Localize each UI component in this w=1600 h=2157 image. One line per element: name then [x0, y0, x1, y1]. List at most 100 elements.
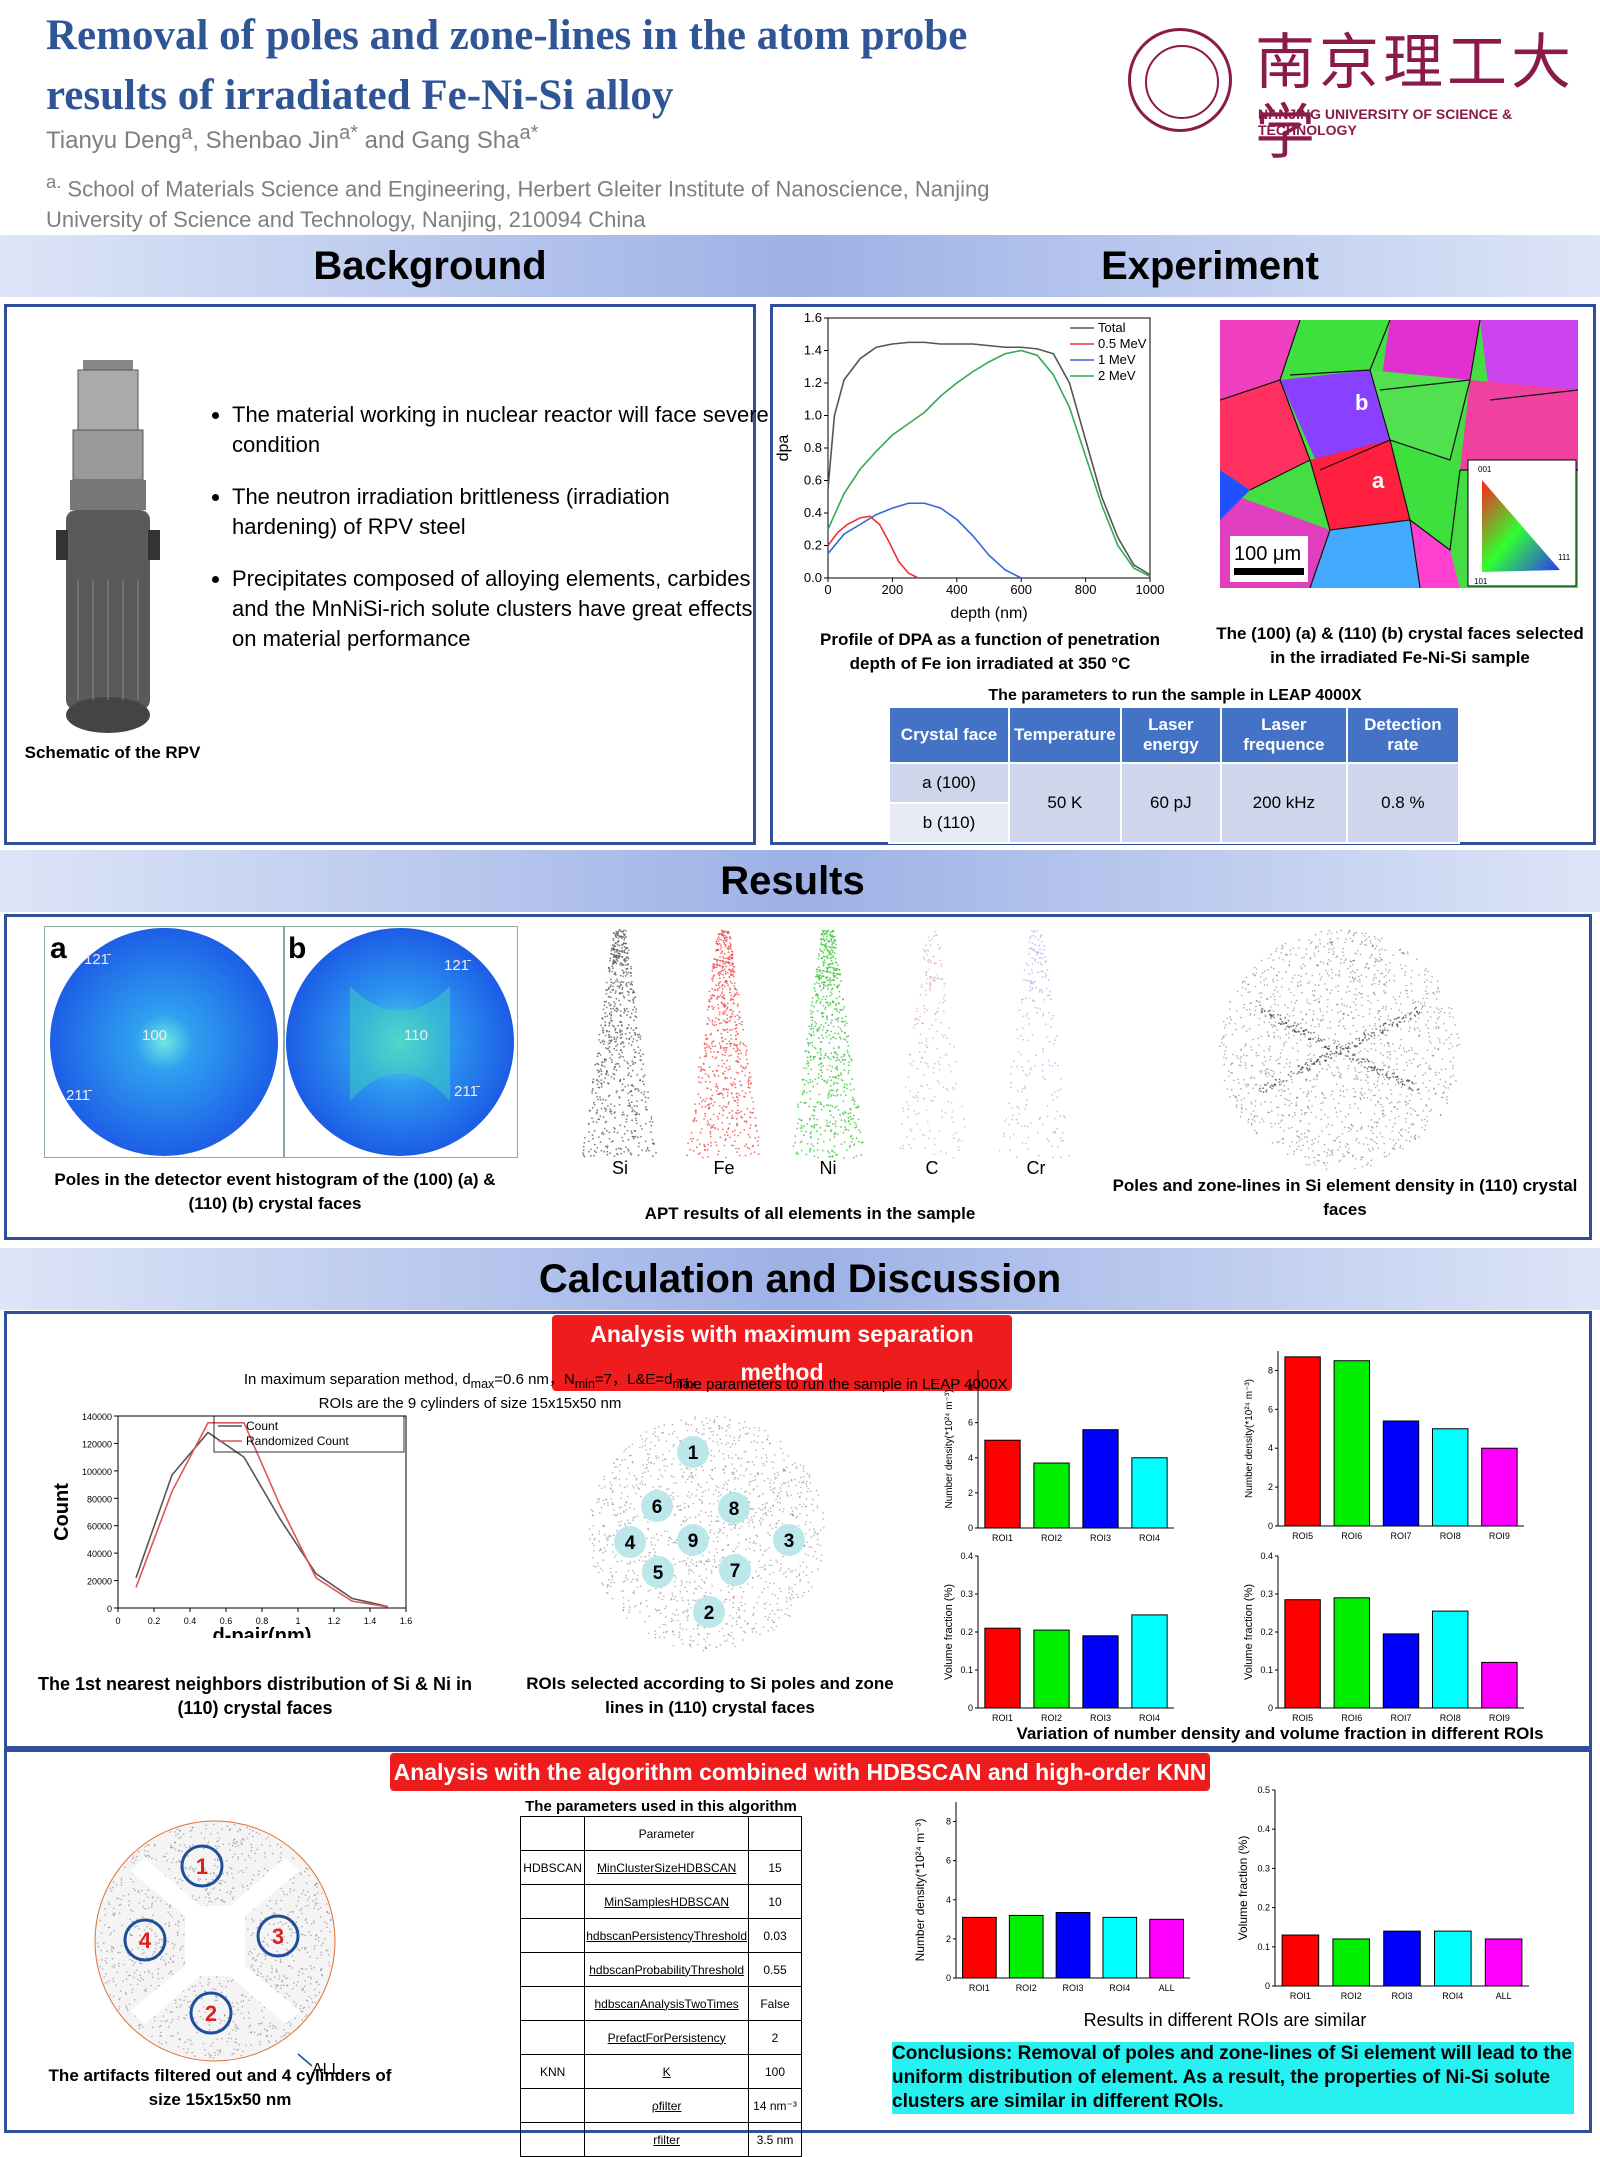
si-point [1350, 981, 1352, 983]
si-point [1414, 1008, 1416, 1010]
si-point [1335, 974, 1337, 976]
roi-point [648, 1457, 650, 1459]
apt-point [715, 1017, 717, 1019]
roi-point [645, 1484, 647, 1486]
si-point [1402, 1084, 1404, 1086]
roi-point [727, 1425, 729, 1427]
apt-point [827, 964, 829, 966]
apt-point [628, 1043, 630, 1045]
si-point [1382, 1008, 1384, 1010]
si-point [1285, 1041, 1287, 1043]
si-point [1312, 1020, 1314, 1022]
si-point [1387, 1051, 1389, 1053]
si-point [1405, 1017, 1407, 1019]
apt-point [1042, 1076, 1044, 1078]
apt-point [601, 1086, 603, 1088]
apt-point [711, 997, 713, 999]
si-point [1410, 983, 1412, 985]
apt-point [822, 930, 824, 932]
calc-heading: Calculation and Discussion [0, 1248, 1600, 1310]
si-point [1360, 1071, 1362, 1073]
roi-point [745, 1470, 747, 1472]
si-point [1337, 955, 1339, 957]
si-point [1346, 1005, 1348, 1007]
apt-point [710, 1089, 712, 1091]
apt-point [730, 1054, 732, 1056]
apt-point [719, 934, 721, 936]
roi-point [754, 1464, 756, 1466]
si-point [1318, 1037, 1320, 1039]
si-point [1274, 1037, 1276, 1039]
roi-point [749, 1548, 751, 1550]
apt-point [690, 1138, 692, 1140]
roi-point [674, 1564, 676, 1566]
roi-point [737, 1617, 739, 1619]
roi-point [632, 1519, 634, 1521]
roi-point [619, 1507, 621, 1509]
apt-point [1044, 999, 1046, 1001]
si-point [1321, 1040, 1323, 1042]
apt-point [838, 1060, 840, 1062]
si-point [1248, 1092, 1250, 1094]
apt-point [625, 936, 627, 938]
apt-point [735, 1051, 737, 1053]
si-point [1403, 1047, 1405, 1049]
apt-point [833, 1047, 835, 1049]
si-point [1355, 988, 1357, 990]
roi-point [792, 1464, 794, 1466]
roi-point [709, 1633, 711, 1635]
si-point [1308, 1090, 1310, 1092]
si-point [1277, 1004, 1279, 1006]
si-point [1272, 1027, 1274, 1029]
si-point [1449, 1016, 1451, 1018]
apt-point [714, 1127, 716, 1129]
apt-point [1044, 1078, 1046, 1080]
si-point [1325, 1046, 1327, 1048]
roi-point [781, 1484, 783, 1486]
apt-point [834, 1145, 836, 1147]
si-point [1336, 931, 1338, 933]
roi-point [684, 1517, 686, 1519]
si-point [1392, 1076, 1394, 1078]
roi-point [720, 1644, 722, 1646]
y-tick-label: 120000 [82, 1439, 112, 1449]
apt-point [624, 1133, 626, 1135]
si-point [1343, 1091, 1345, 1093]
si-point [1360, 1079, 1362, 1081]
apt-point [730, 999, 732, 1001]
apt-point [923, 948, 925, 950]
si-point [1230, 1019, 1232, 1021]
si-point [1371, 1119, 1373, 1121]
si-point [1393, 1069, 1395, 1071]
si-point [1443, 1023, 1445, 1025]
apt-point [813, 1028, 815, 1030]
y-tick-label: 0.2 [804, 538, 822, 553]
apt-point [1040, 936, 1042, 938]
si-point [1300, 1011, 1302, 1013]
roi-point [742, 1427, 744, 1429]
apt-point [608, 1031, 610, 1033]
apt-point [734, 1100, 736, 1102]
roi-point [662, 1599, 664, 1601]
si-point [1386, 1035, 1388, 1037]
apt-point [828, 1104, 830, 1106]
apt-point [726, 1077, 728, 1079]
apt-point [626, 1014, 628, 1016]
si-point [1325, 970, 1327, 972]
apt-point [852, 1138, 854, 1140]
apt-point [723, 1089, 725, 1091]
si-point [1379, 1069, 1381, 1071]
si-point [1414, 1028, 1416, 1030]
si-point [1442, 1059, 1444, 1061]
si-point [1332, 1090, 1334, 1092]
apt-point [1004, 1120, 1006, 1122]
si-point [1322, 1015, 1324, 1017]
roi-point [795, 1485, 797, 1487]
apt-point [831, 934, 833, 936]
apt-point [1044, 956, 1046, 958]
apt-point [810, 1081, 812, 1083]
apt-point [817, 996, 819, 998]
si-point [1403, 1021, 1405, 1023]
apt-point [757, 1144, 759, 1146]
apt-point [713, 1124, 715, 1126]
